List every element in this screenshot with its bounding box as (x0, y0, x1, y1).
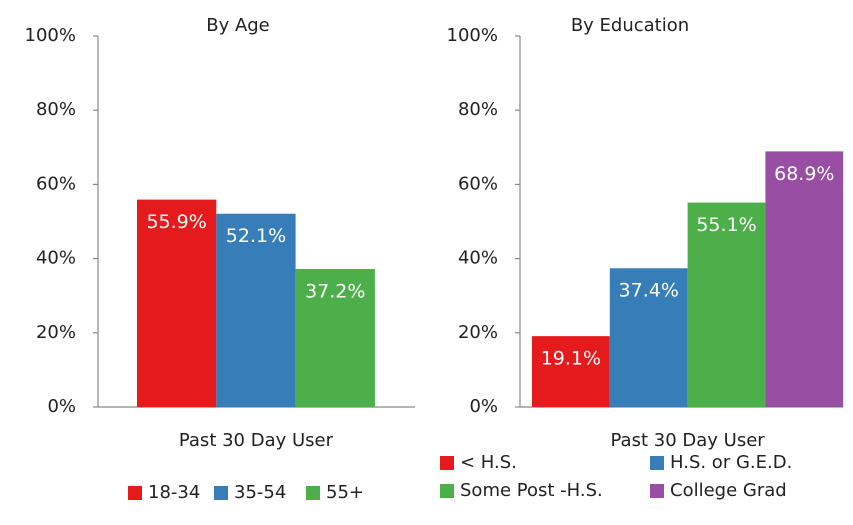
value-label: 37.2% (305, 280, 365, 302)
value-label: 55.1% (696, 214, 756, 236)
legend-label: < H.S. (460, 452, 517, 473)
y-tick-label: 60% (458, 173, 498, 194)
legend-label: H.S. or G.E.D. (670, 452, 792, 473)
bar (216, 213, 296, 407)
value-label: 52.1% (226, 225, 286, 247)
bar (532, 336, 610, 407)
legend-label: 18-34 (148, 482, 200, 503)
y-tick-label: 20% (458, 322, 498, 343)
legend-label: 35-54 (234, 482, 286, 503)
y-tick-label: 40% (36, 248, 76, 269)
legend-swatch (650, 456, 664, 470)
bar (295, 268, 375, 407)
x-tick-label: Past 30 Day User (179, 430, 334, 451)
value-label: 68.9% (774, 163, 834, 185)
y-tick-label: 20% (36, 322, 76, 343)
value-label: 19.1% (541, 348, 601, 370)
value-label: 37.4% (619, 280, 679, 302)
bar (609, 268, 688, 407)
legend-label: Some Post -H.S. (460, 480, 603, 501)
bar (765, 151, 844, 407)
legend-swatch (650, 484, 664, 498)
legend-label: College Grad (670, 480, 787, 501)
y-tick-label: 60% (36, 173, 76, 194)
legend-swatch (306, 486, 320, 500)
y-tick-label: 80% (458, 99, 498, 120)
bar (687, 202, 766, 407)
legend-swatch (214, 486, 228, 500)
legend-swatch (440, 456, 454, 470)
chart-title: By Age (206, 15, 270, 36)
chart-title: By Education (571, 15, 689, 36)
legend-swatch (128, 486, 142, 500)
y-tick-label: 0% (47, 396, 76, 417)
legend-swatch (440, 484, 454, 498)
legend-label: 55+ (326, 482, 364, 503)
y-tick-label: 100% (25, 25, 76, 46)
y-tick-label: 0% (469, 396, 498, 417)
y-tick-label: 40% (458, 248, 498, 269)
y-tick-label: 80% (36, 99, 76, 120)
value-label: 55.9% (146, 211, 206, 233)
x-tick-label: Past 30 Day User (611, 430, 766, 451)
bar (137, 199, 217, 407)
y-tick-label: 100% (447, 25, 498, 46)
